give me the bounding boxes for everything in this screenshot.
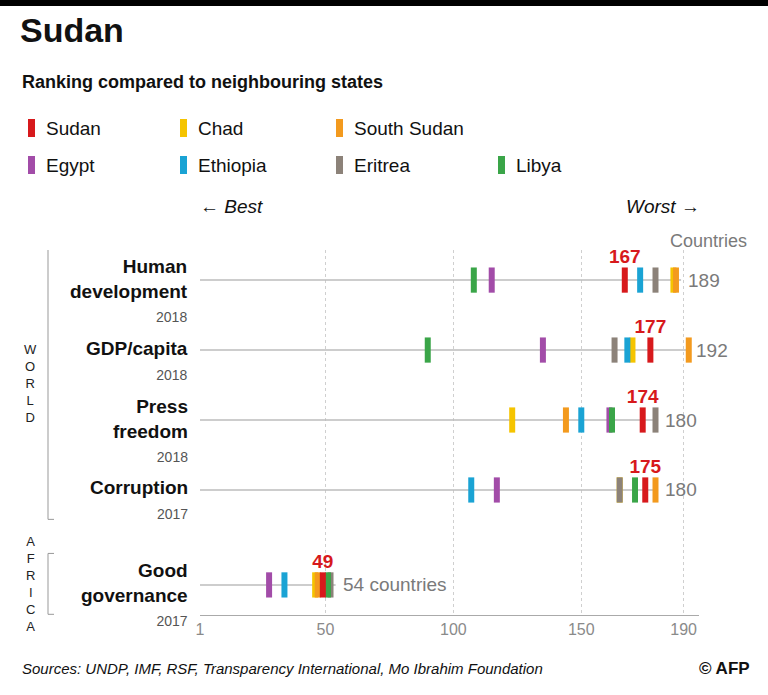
svg-text:Sudan: Sudan [46,118,101,139]
svg-text:Humandevelopment2018: Humandevelopment2018 [70,256,188,325]
svg-text:WORLD: WORLD [24,342,37,425]
svg-text:100: 100 [440,621,467,638]
svg-text:50: 50 [316,621,334,638]
svg-text:Corruption2017: Corruption2017 [90,477,188,522]
svg-text:Worst →: Worst → [626,196,700,217]
svg-text:189: 189 [688,270,720,291]
svg-text:1: 1 [196,621,205,638]
svg-text:Goodgovernance2017: Goodgovernance2017 [81,560,188,629]
svg-text:GDP/capita2018: GDP/capita2018 [86,338,188,383]
svg-text:Countries: Countries [670,231,747,251]
svg-text:Chad: Chad [198,118,243,139]
svg-text:Eritrea: Eritrea [354,155,410,176]
svg-text:Egypt: Egypt [46,155,95,176]
svg-text:← Best: ← Best [200,196,263,217]
svg-text:Sudan: Sudan [20,11,124,49]
svg-text:180: 180 [665,479,697,500]
svg-text:175: 175 [629,456,661,477]
svg-text:Sources: UNDP, IMF, RSF, Trans: Sources: UNDP, IMF, RSF, Transparency In… [22,660,543,677]
svg-text:© AFP: © AFP [699,659,750,678]
svg-text:167: 167 [609,246,641,267]
svg-text:South Sudan: South Sudan [354,118,464,139]
svg-text:192: 192 [696,340,728,361]
svg-text:Pressfreedom2018: Pressfreedom2018 [113,396,188,465]
svg-text:150: 150 [568,621,595,638]
svg-text:Ethiopia: Ethiopia [198,155,267,176]
svg-text:Libya: Libya [516,155,562,176]
svg-text:190: 190 [670,621,697,638]
svg-text:AFRICA: AFRICA [26,534,35,634]
svg-text:174: 174 [627,386,659,407]
svg-text:177: 177 [635,316,667,337]
svg-text:Ranking compared to neighbouri: Ranking compared to neighbouring states [22,72,383,92]
svg-text:180: 180 [665,410,697,431]
svg-text:54 countries: 54 countries [343,574,447,595]
svg-text:49: 49 [312,551,333,572]
